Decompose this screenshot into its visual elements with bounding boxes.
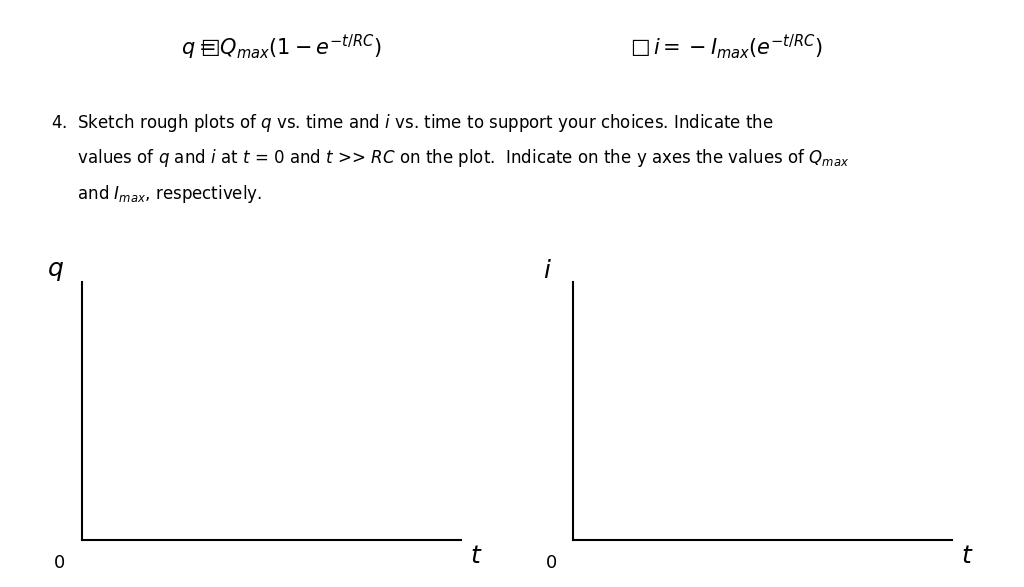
Text: $0$: $0$ xyxy=(545,554,557,572)
Text: $t$: $t$ xyxy=(962,544,974,568)
Text: $0$: $0$ xyxy=(53,554,66,572)
Text: □: □ xyxy=(200,37,220,57)
Text: □: □ xyxy=(630,37,650,57)
Text: 4.  Sketch rough plots of $q$ vs. time and $i$ vs. time to support your choices.: 4. Sketch rough plots of $q$ vs. time an… xyxy=(51,112,774,134)
Text: values of $q$ and $i$ at $t$ = 0 and $t$ >> $RC$ on the plot.  Indicate on the y: values of $q$ and $i$ at $t$ = 0 and $t$… xyxy=(51,147,849,170)
Text: $i = -I_{max}\left(e^{-t/RC}\right)$: $i = -I_{max}\left(e^{-t/RC}\right)$ xyxy=(652,32,822,62)
Text: $i$: $i$ xyxy=(543,259,551,284)
Text: $q = Q_{max}\left(1 - e^{-t/RC}\right)$: $q = Q_{max}\left(1 - e^{-t/RC}\right)$ xyxy=(181,32,382,62)
Text: $q$: $q$ xyxy=(47,259,63,284)
Text: $t$: $t$ xyxy=(470,544,482,568)
Text: and $I_{max}$, respectively.: and $I_{max}$, respectively. xyxy=(51,183,262,205)
